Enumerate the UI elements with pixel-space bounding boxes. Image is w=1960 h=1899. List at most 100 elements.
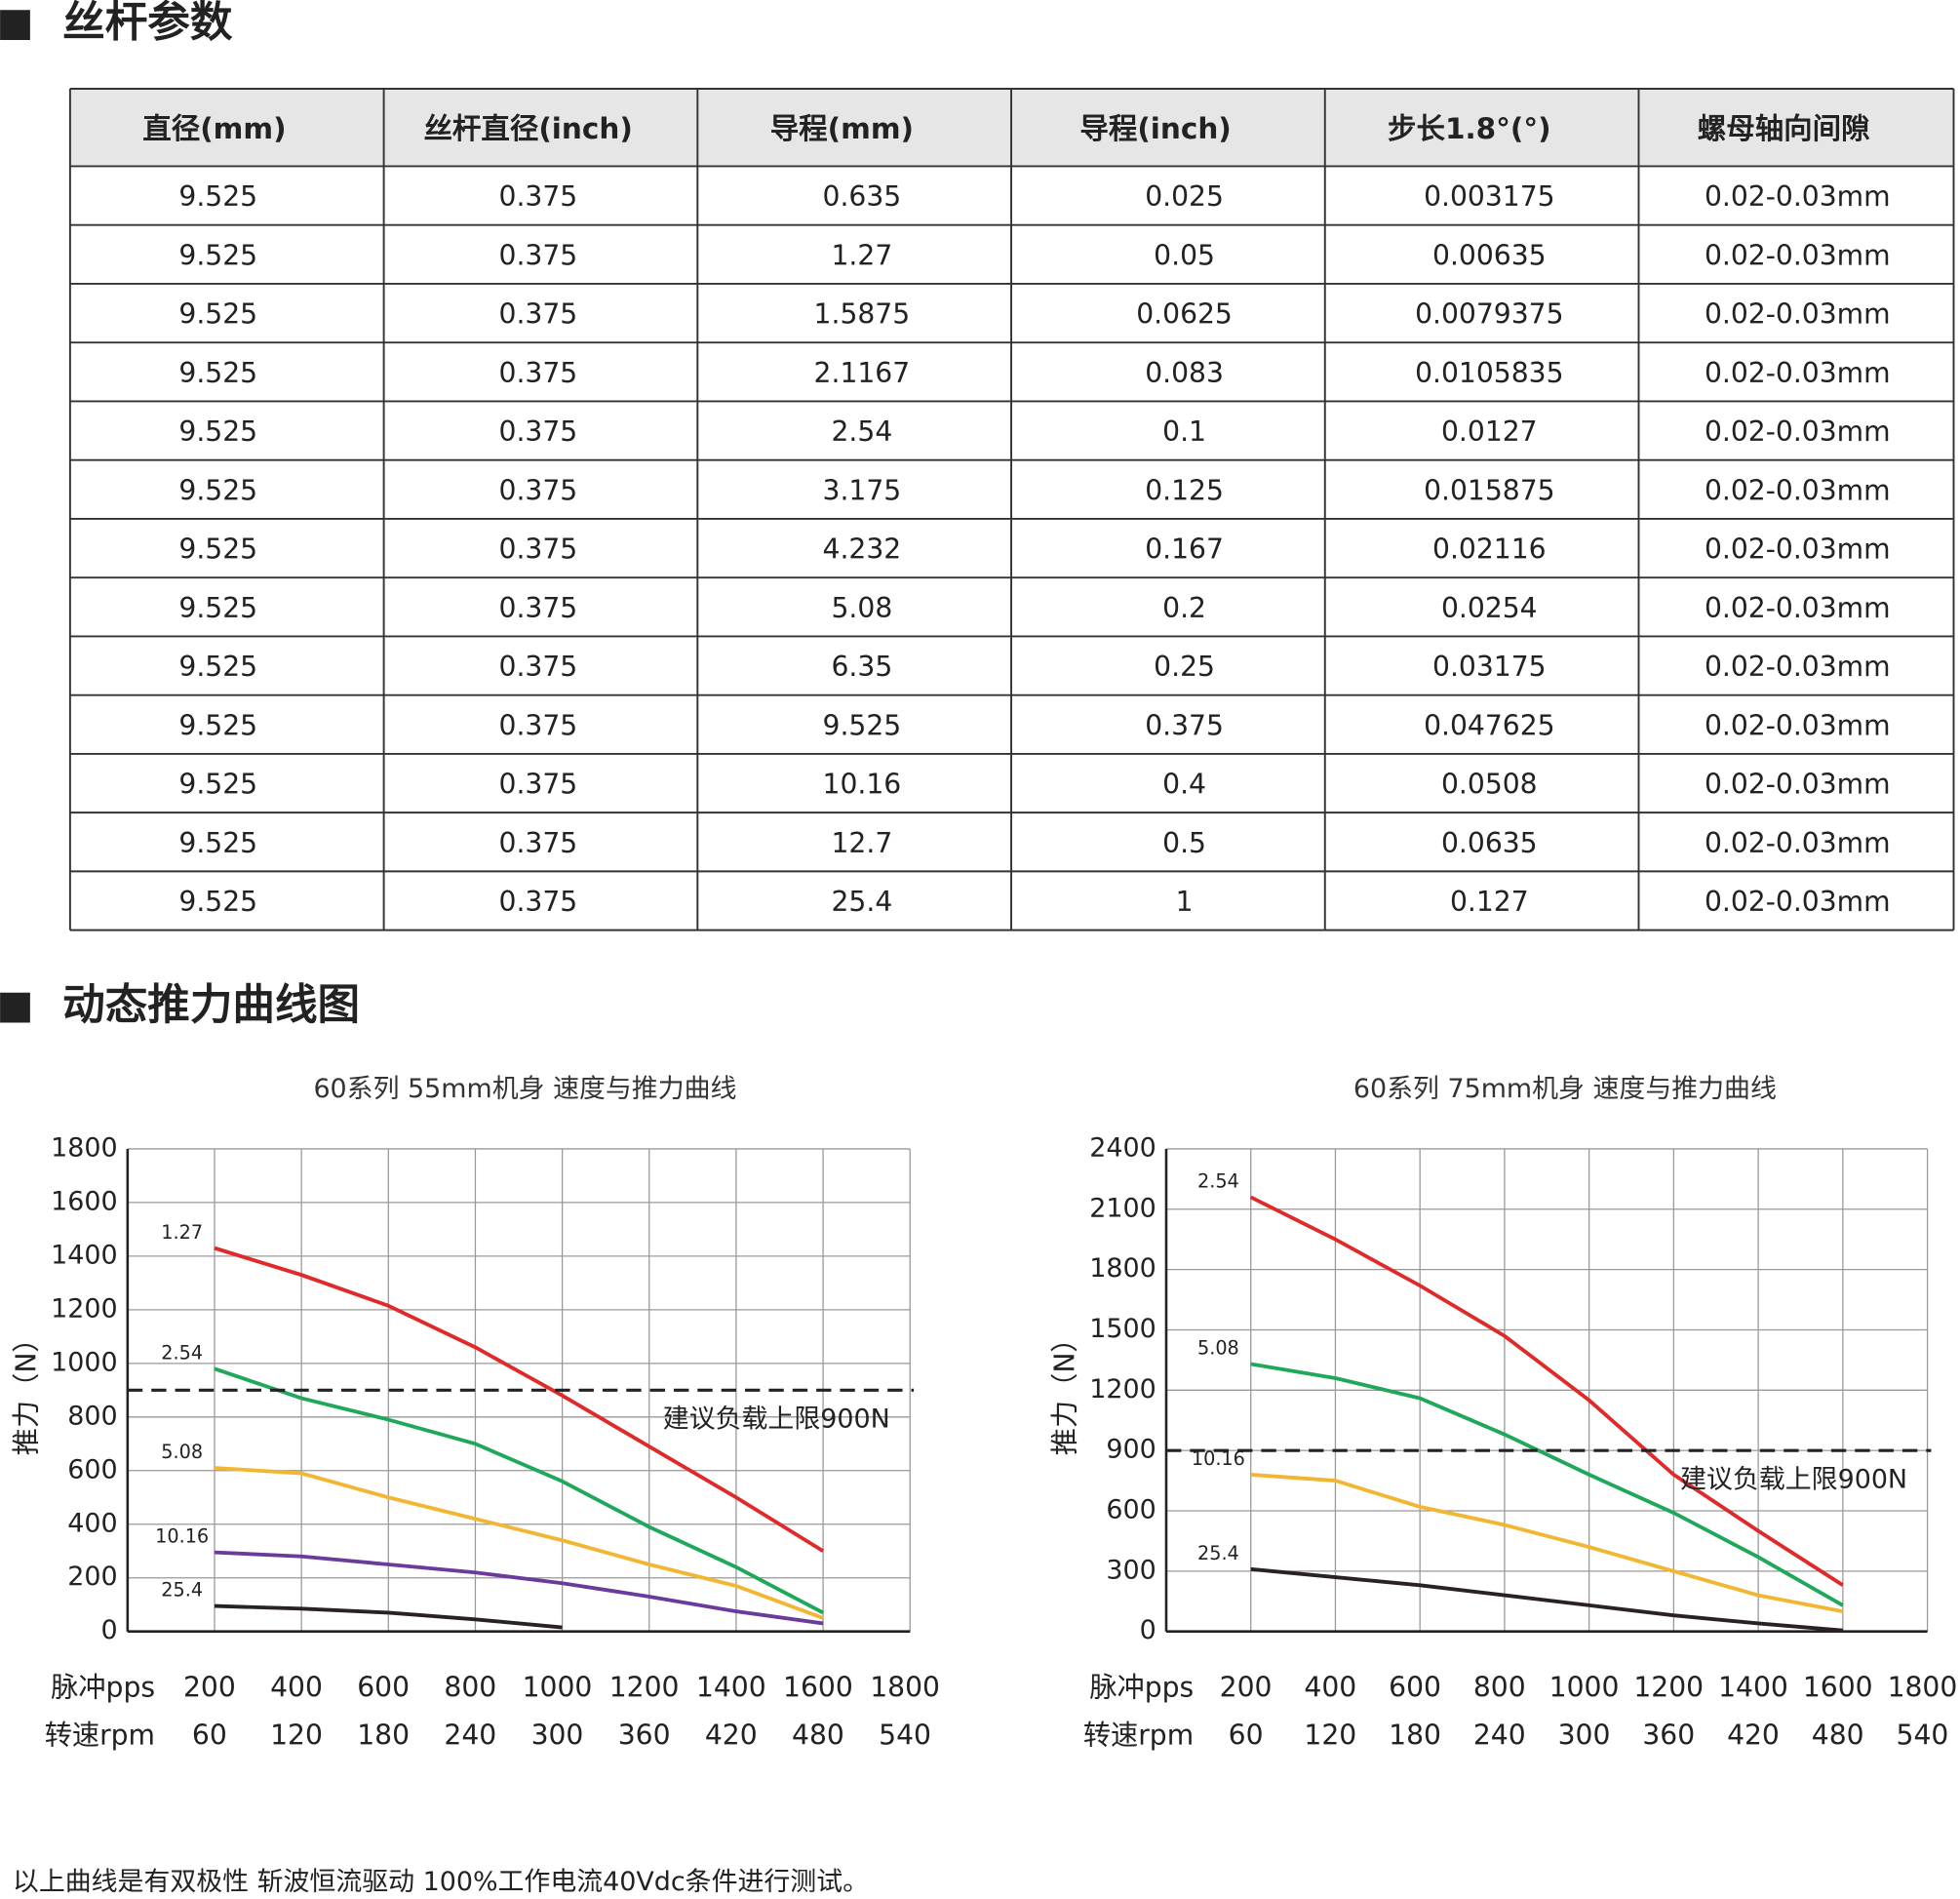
x2-tick-label: 360 bbox=[1642, 1719, 1695, 1751]
table-cell: 0.02-0.03mm bbox=[1705, 709, 1891, 741]
table-cell: 0.0079375 bbox=[1415, 298, 1563, 331]
table-cell: 9.525 bbox=[178, 886, 257, 918]
table-cell: 9.525 bbox=[178, 357, 257, 389]
table-cell: 9.525 bbox=[178, 827, 257, 859]
chart-title: 60系列 75mm机身 速度与推力曲线 bbox=[1353, 1074, 1777, 1104]
series-line bbox=[214, 1603, 563, 1630]
y-tick-label: 2400 bbox=[1089, 1132, 1156, 1163]
x-tick-label: 200 bbox=[183, 1672, 236, 1704]
x-tick-label: 400 bbox=[270, 1672, 323, 1704]
x2-tick-label: 420 bbox=[1727, 1719, 1780, 1751]
table-cell: 0.2 bbox=[1162, 592, 1206, 624]
table-cell: 10.16 bbox=[823, 769, 902, 801]
y-tick-label: 400 bbox=[67, 1508, 117, 1538]
table-cell: 0.125 bbox=[1145, 474, 1224, 506]
x2-tick-label: 420 bbox=[705, 1719, 758, 1751]
x-tick-label: 1200 bbox=[1633, 1672, 1704, 1704]
series-label: 1.27 bbox=[161, 1221, 203, 1244]
series-label: 25.4 bbox=[1197, 1542, 1239, 1564]
series-line bbox=[214, 1366, 824, 1615]
table-cell: 0.375 bbox=[499, 298, 578, 331]
x-tick-label: 1200 bbox=[609, 1672, 680, 1704]
table-cell: 0.0508 bbox=[1441, 769, 1538, 801]
series-label: 10.16 bbox=[1192, 1447, 1245, 1470]
x-tick-label: 1800 bbox=[1888, 1672, 1958, 1704]
table-cell: 9.525 bbox=[178, 592, 257, 624]
series-line bbox=[1250, 1362, 1844, 1607]
table-cell: 0.375 bbox=[499, 239, 578, 271]
table-cell: 9.525 bbox=[178, 474, 257, 506]
x-tick-label: 1600 bbox=[1803, 1672, 1873, 1704]
table-cell: 0.02-0.03mm bbox=[1705, 534, 1891, 566]
table-cell: 2.1167 bbox=[814, 357, 911, 389]
table-cell: 0.02-0.03mm bbox=[1705, 357, 1891, 389]
table-cell: 0.02-0.03mm bbox=[1705, 239, 1891, 271]
x-row-label: 脉冲pps bbox=[51, 1672, 155, 1704]
table-header-cell: 导程(mm) bbox=[770, 112, 914, 145]
table-cell: 0.0105835 bbox=[1415, 357, 1563, 389]
table-cell: 1.27 bbox=[831, 239, 892, 271]
x2-tick-label: 540 bbox=[1897, 1719, 1949, 1751]
footnote: 以上曲线是有双极性 斩波恒流驱动 100%工作电流40Vdc条件进行测试。 bbox=[13, 1867, 869, 1897]
table-cell: 0.375 bbox=[499, 534, 578, 566]
table-cell: 0.0254 bbox=[1441, 592, 1538, 624]
table-header-cell: 直径(mm) bbox=[142, 112, 286, 145]
y-tick-label: 300 bbox=[1106, 1555, 1156, 1585]
table-cell: 9.525 bbox=[178, 651, 257, 683]
table-cell: 0.02116 bbox=[1432, 534, 1547, 566]
table-cell: 0.083 bbox=[1145, 357, 1224, 389]
table-cell: 0.375 bbox=[499, 180, 578, 213]
series-line bbox=[214, 1550, 824, 1626]
table-cell: 4.232 bbox=[823, 534, 902, 566]
x2-tick-label: 240 bbox=[444, 1719, 496, 1751]
x2-row-label: 转速rpm bbox=[1083, 1719, 1194, 1751]
table-header-cell: 导程(inch) bbox=[1079, 112, 1231, 145]
table-cell: 0.02-0.03mm bbox=[1705, 298, 1891, 331]
y-axis-title: 推力（N） bbox=[1048, 1325, 1080, 1455]
table-cell: 3.175 bbox=[823, 474, 902, 506]
table-cell: 0.375 bbox=[499, 827, 578, 859]
series-line bbox=[1249, 1195, 1844, 1587]
table-cell: 0.375 bbox=[1145, 709, 1224, 741]
x2-tick-label: 480 bbox=[792, 1719, 844, 1751]
y-axis-title: 推力（N） bbox=[10, 1325, 42, 1455]
table-cell: 0.047625 bbox=[1424, 709, 1554, 741]
table-cell: 9.525 bbox=[178, 239, 257, 271]
y-tick-label: 1000 bbox=[51, 1347, 117, 1377]
series-line bbox=[1250, 1566, 1843, 1633]
table-cell: 0.003175 bbox=[1424, 180, 1554, 213]
table-cell: 0.5 bbox=[1162, 827, 1206, 859]
table-cell: 9.525 bbox=[178, 180, 257, 213]
table-cell: 0.02-0.03mm bbox=[1705, 180, 1891, 213]
table-cell: 0.02-0.03mm bbox=[1705, 651, 1891, 683]
x-tick-label: 600 bbox=[357, 1672, 410, 1704]
y-tick-label: 600 bbox=[1106, 1495, 1156, 1525]
x2-tick-label: 480 bbox=[1812, 1719, 1864, 1751]
series-line bbox=[1250, 1472, 1844, 1613]
table-cell: 0.375 bbox=[499, 592, 578, 624]
x-tick-label: 1400 bbox=[1718, 1672, 1788, 1704]
table-header-cell: 螺母轴向间隙 bbox=[1698, 112, 1870, 145]
series-label: 2.54 bbox=[161, 1341, 203, 1364]
table-cell: 0.375 bbox=[499, 769, 578, 801]
table-cell: 0.25 bbox=[1154, 651, 1215, 683]
y-tick-label: 1500 bbox=[1089, 1314, 1156, 1344]
x2-tick-label: 120 bbox=[270, 1719, 323, 1751]
chart-title: 60系列 55mm机身 速度与推力曲线 bbox=[313, 1074, 736, 1104]
table-cell: 0.375 bbox=[499, 415, 578, 448]
series-label: 5.08 bbox=[161, 1441, 203, 1463]
table-cell: 0.375 bbox=[499, 651, 578, 683]
series-label: 2.54 bbox=[1197, 1170, 1239, 1193]
x2-tick-label: 540 bbox=[879, 1719, 931, 1751]
x-tick-label: 1400 bbox=[696, 1672, 766, 1704]
x-tick-label: 600 bbox=[1389, 1672, 1441, 1704]
table-cell: 12.7 bbox=[831, 827, 892, 859]
y-tick-label: 1400 bbox=[51, 1240, 117, 1270]
table-cell: 0.375 bbox=[499, 357, 578, 389]
section-icon bbox=[0, 10, 30, 41]
series-label: 10.16 bbox=[155, 1525, 209, 1548]
x2-tick-label: 180 bbox=[357, 1719, 410, 1751]
table-cell: 9.525 bbox=[823, 709, 902, 741]
reference-label: 建议负载上限900N bbox=[663, 1404, 890, 1435]
